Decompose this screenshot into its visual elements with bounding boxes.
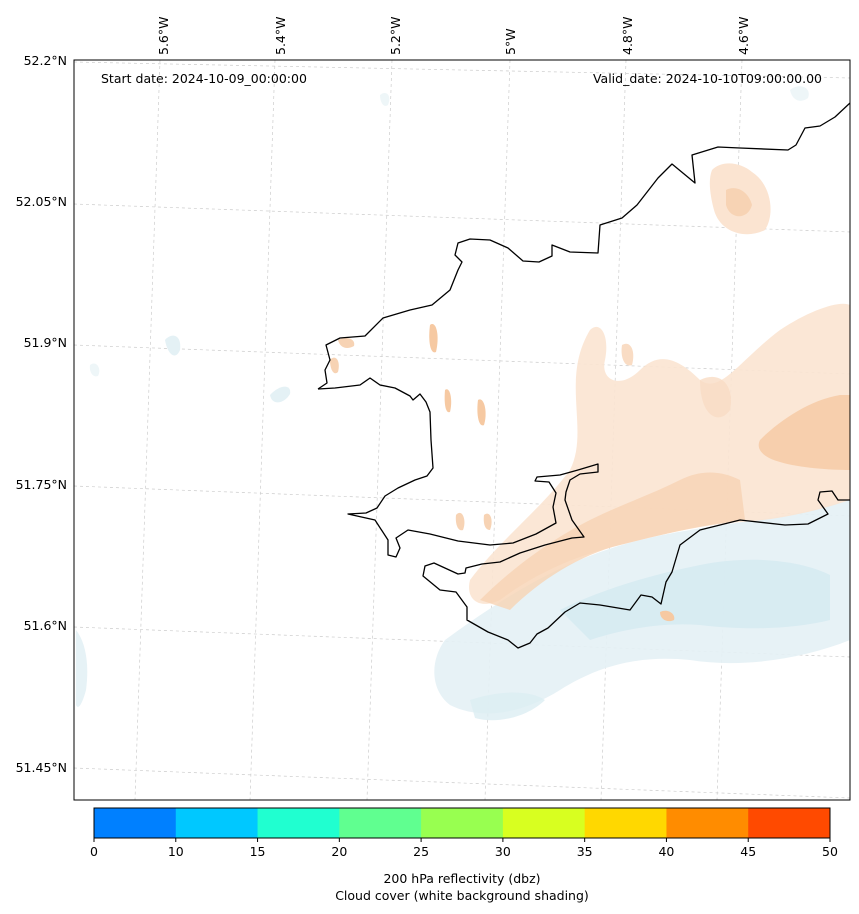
longitude-labels: 5.6°W 5.4°W 5.2°W 5°W 4.8°W 4.6°W: [156, 17, 751, 56]
lat-label: 51.6°N: [24, 618, 67, 633]
coastline: [317, 102, 850, 649]
colorbar-frame: [93, 807, 831, 839]
reflectivity-shading: [330, 163, 850, 622]
lon-label: 4.6°W: [736, 17, 751, 56]
lat-label: 51.75°N: [16, 477, 67, 492]
colorbar-swatch: [175, 808, 259, 838]
lon-label: 4.8°W: [620, 17, 635, 56]
colorbar-tick-label: 45: [740, 844, 756, 859]
map-frame: [73, 59, 851, 801]
valid-date-text: Valid_date: 2024-10-10T09:00:00.00: [593, 71, 822, 86]
colorbar-label-line2: Cloud cover (white background shading): [335, 888, 589, 903]
lon-label: 5°W: [503, 28, 518, 55]
latitude-labels: 52.2°N 52.05°N 51.9°N 51.75°N 51.6°N 51.…: [16, 53, 67, 775]
colorbar: 0 10 15 20 25 30 35 40 45 50 200 hPa reflectivity…: [90, 807, 838, 903]
colorbar-swatch: [257, 808, 340, 838]
lat-label: 51.45°N: [16, 760, 67, 775]
colorbar-tick-label: 30: [495, 844, 511, 859]
cloud-cover-shading: [76, 86, 850, 721]
colorbar-ticks: 0 10 15 20 25 30 35 40 45 50: [90, 838, 838, 859]
colorbar-tick-label: 35: [577, 844, 593, 859]
colorbar-swatch: [748, 808, 831, 838]
start-date-text: Start date: 2024-10-09_00:00:00: [101, 71, 307, 86]
lat-label: 51.9°N: [24, 335, 67, 350]
colorbar-swatch: [339, 808, 422, 838]
colorbar-tick-label: 15: [250, 844, 266, 859]
colorbar-swatch: [421, 808, 504, 838]
colorbar-label-line1: 200 hPa reflectivity (dbz): [383, 871, 540, 886]
lon-label: 5.2°W: [388, 17, 403, 56]
colorbar-swatch: [584, 808, 667, 838]
colorbar-tick-label: 50: [822, 844, 838, 859]
colorbar-tick-label: 40: [658, 844, 674, 859]
colorbar-tick-label: 20: [331, 844, 347, 859]
lon-label: 5.4°W: [273, 17, 288, 56]
colorbar-swatch: [94, 808, 177, 838]
lat-label: 52.05°N: [16, 194, 67, 209]
colorbar-swatches: [94, 808, 831, 838]
lat-label: 52.2°N: [24, 53, 67, 68]
lon-label: 5.6°W: [156, 17, 171, 56]
colorbar-tick-label: 10: [168, 844, 184, 859]
colorbar-tick-label: 25: [413, 844, 429, 859]
colorbar-swatch: [502, 808, 586, 838]
colorbar-swatch: [666, 808, 749, 838]
colorbar-tick-label: 0: [90, 844, 98, 859]
